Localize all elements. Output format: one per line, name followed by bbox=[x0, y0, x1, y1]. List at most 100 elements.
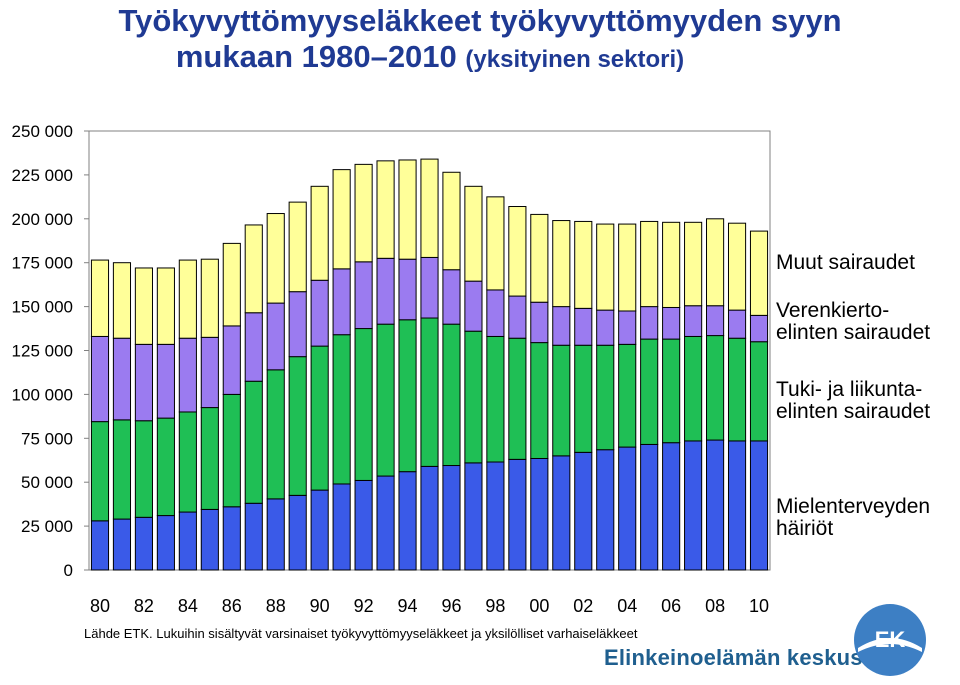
x-tick-label: 92 bbox=[354, 596, 374, 616]
bar-other-84 bbox=[178, 259, 197, 339]
bar-mental-01 bbox=[552, 455, 571, 571]
bar-other-93 bbox=[376, 160, 395, 259]
bar-mental-99 bbox=[508, 458, 527, 571]
x-tick-label: 02 bbox=[573, 596, 593, 616]
bar-mental-04 bbox=[618, 446, 637, 571]
bar-circulatory-08 bbox=[706, 305, 725, 337]
x-tick-label: 84 bbox=[178, 596, 198, 616]
y-tick-label: 250 000 bbox=[12, 122, 73, 141]
y-tick-label: 175 000 bbox=[12, 254, 73, 273]
bar-other-01 bbox=[552, 220, 571, 308]
bar-musculo-98 bbox=[486, 335, 505, 463]
y-tick-label: 100 000 bbox=[12, 385, 73, 404]
bar-mental-02 bbox=[574, 451, 593, 571]
bar-musculo-80 bbox=[90, 421, 110, 522]
bar-musculo-94 bbox=[398, 319, 417, 473]
bar-mental-83 bbox=[156, 515, 175, 571]
y-tick-label: 25 000 bbox=[21, 517, 73, 536]
bar-mental-03 bbox=[596, 449, 615, 571]
bar-other-80 bbox=[90, 259, 110, 337]
bar-other-86 bbox=[222, 242, 241, 327]
bar-musculo-91 bbox=[332, 334, 351, 485]
bar-musculo-81 bbox=[112, 419, 132, 520]
bar-circulatory-95 bbox=[420, 256, 439, 319]
x-tick-label: 86 bbox=[222, 596, 242, 616]
bar-circulatory-09 bbox=[727, 309, 747, 339]
bar-circulatory-07 bbox=[684, 305, 703, 337]
bar-mental-06 bbox=[662, 442, 681, 571]
bar-circulatory-98 bbox=[486, 289, 505, 337]
bar-mental-94 bbox=[398, 471, 417, 571]
x-tick-label: 96 bbox=[441, 596, 461, 616]
bar-mental-88 bbox=[266, 498, 285, 571]
chart-title-main: mukaan 1980–2010 bbox=[175, 39, 457, 74]
bar-mental-92 bbox=[354, 479, 373, 571]
y-tick-label: 125 000 bbox=[12, 342, 73, 361]
y-tick-label: 75 000 bbox=[21, 429, 73, 448]
bar-mental-05 bbox=[640, 443, 659, 571]
bar-other-96 bbox=[442, 171, 461, 271]
bar-circulatory-97 bbox=[464, 280, 483, 332]
bar-other-09 bbox=[727, 222, 747, 311]
bar-musculo-07 bbox=[684, 335, 703, 442]
x-tick-label: 82 bbox=[134, 596, 154, 616]
bar-mental-93 bbox=[376, 475, 395, 571]
bar-mental-91 bbox=[332, 483, 351, 571]
bar-musculo-92 bbox=[354, 328, 373, 481]
bar-other-99 bbox=[508, 206, 527, 297]
x-tick-label: 94 bbox=[398, 596, 418, 616]
y-tick-label: 0 bbox=[64, 561, 73, 580]
x-tick-label: 90 bbox=[310, 596, 330, 616]
bar-musculo-02 bbox=[574, 344, 593, 453]
x-tick-label: 88 bbox=[266, 596, 286, 616]
legend-musculo: Tuki- ja liikunta- elinten sairaudet bbox=[776, 378, 931, 423]
bar-mental-87 bbox=[244, 502, 263, 571]
bar-circulatory-06 bbox=[662, 306, 681, 340]
bar-circulatory-01 bbox=[552, 306, 571, 346]
bar-musculo-04 bbox=[618, 343, 637, 448]
bar-other-94 bbox=[398, 159, 417, 260]
bar-other-97 bbox=[464, 185, 483, 282]
chart-title-subtitle: (yksityinen sektori) bbox=[465, 46, 685, 73]
x-tick-label: 98 bbox=[485, 596, 505, 616]
bar-mental-84 bbox=[178, 511, 197, 571]
x-tick-label: 00 bbox=[529, 596, 549, 616]
bar-other-85 bbox=[200, 258, 219, 338]
bar-mental-08 bbox=[706, 439, 725, 571]
bar-circulatory-02 bbox=[574, 307, 593, 346]
bar-circulatory-03 bbox=[596, 309, 615, 346]
bar-other-03 bbox=[596, 223, 615, 311]
bar-mental-82 bbox=[134, 516, 153, 571]
bar-mental-89 bbox=[288, 494, 307, 571]
bar-circulatory-10 bbox=[749, 314, 769, 343]
legend-other: Muut sairaudet bbox=[776, 251, 915, 274]
source-note: Lähde ETK. Lukuihin sisältyvät varsinais… bbox=[84, 626, 638, 641]
bar-other-08 bbox=[706, 218, 725, 307]
bar-other-92 bbox=[354, 163, 373, 263]
bar-other-88 bbox=[266, 213, 285, 304]
bar-circulatory-84 bbox=[178, 337, 197, 413]
bar-other-81 bbox=[112, 262, 132, 339]
bar-circulatory-96 bbox=[442, 269, 461, 325]
bar-circulatory-04 bbox=[618, 310, 637, 345]
bar-circulatory-81 bbox=[112, 337, 132, 421]
bar-circulatory-82 bbox=[134, 343, 153, 422]
x-tick-label: 10 bbox=[749, 596, 769, 616]
bar-musculo-90 bbox=[310, 345, 329, 491]
y-tick-label: 150 000 bbox=[12, 298, 73, 317]
chart-title-line1: Työkyvyttömyyseläkkeet työkyvyttömyyden … bbox=[118, 3, 842, 38]
bar-mental-80 bbox=[90, 520, 110, 571]
bar-circulatory-05 bbox=[640, 306, 659, 340]
y-tick-label: 200 000 bbox=[12, 210, 73, 229]
bar-musculo-87 bbox=[244, 380, 263, 504]
bar-musculo-09 bbox=[727, 337, 747, 442]
bar-musculo-96 bbox=[442, 323, 461, 467]
bar-mental-97 bbox=[464, 462, 483, 571]
bar-mental-07 bbox=[684, 440, 703, 571]
bar-other-98 bbox=[486, 196, 505, 291]
x-tick-label: 06 bbox=[661, 596, 681, 616]
bar-musculo-06 bbox=[662, 338, 681, 444]
bar-other-89 bbox=[288, 201, 307, 293]
bar-musculo-01 bbox=[552, 344, 571, 457]
bar-other-82 bbox=[134, 267, 153, 345]
